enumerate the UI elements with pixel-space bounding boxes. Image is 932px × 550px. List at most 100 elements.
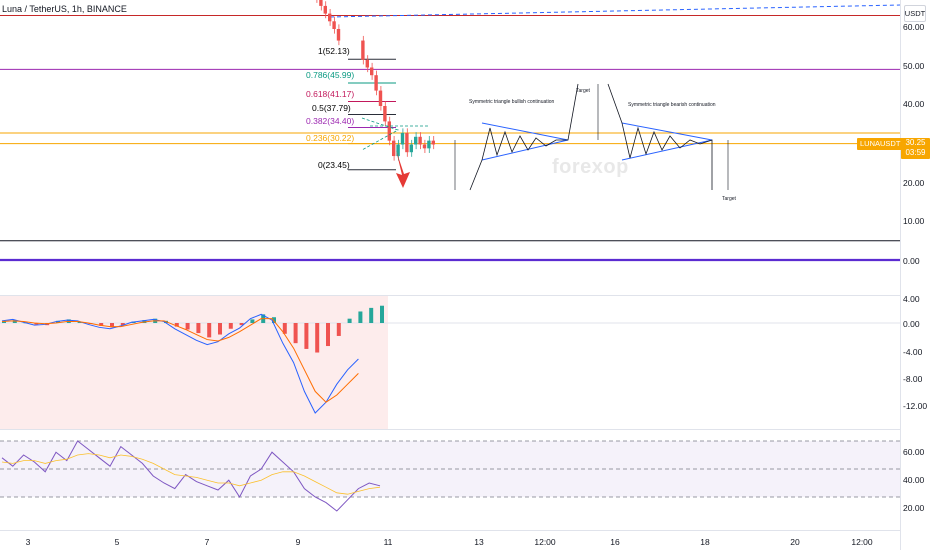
bullish-zigzag xyxy=(469,83,579,191)
candle-body xyxy=(409,144,413,153)
forexop-watermark: forexop xyxy=(552,156,629,178)
macd-histogram-bar xyxy=(185,323,190,330)
macd-histogram-bar xyxy=(34,323,39,325)
candle-body xyxy=(365,59,369,68)
macd-signal-line xyxy=(1,318,359,403)
candle-body xyxy=(336,29,341,41)
time-tick: 12:00 xyxy=(851,537,873,547)
time-tick: 20 xyxy=(790,537,800,547)
time-tick: 7 xyxy=(204,537,210,547)
macd-histogram-bar xyxy=(315,323,320,353)
price-tick: 60.00 xyxy=(903,22,925,32)
macd-histogram-bar xyxy=(250,319,255,323)
candle-body xyxy=(400,132,405,145)
rsi-ma-line xyxy=(1,453,381,495)
macd-histogram-bar xyxy=(304,323,309,349)
ticker-tag[interactable]: LUNAUSDT xyxy=(857,138,904,150)
price-tick: 10.00 xyxy=(903,216,925,226)
fib-label-0: 0(23.45) xyxy=(318,160,350,170)
price-tick: 20.00 xyxy=(903,178,925,188)
macd-histogram-bar xyxy=(56,320,60,323)
macd-histogram-bar xyxy=(228,323,233,329)
macd-tick: 4.00 xyxy=(903,294,920,304)
price-tick: 0.00 xyxy=(903,256,920,266)
macd-histogram-bar xyxy=(336,323,341,336)
macd-tick: -12.00 xyxy=(903,401,928,411)
time-tick: 3 xyxy=(25,537,31,547)
bearish-zigzag xyxy=(607,83,713,190)
rsi-tick: 60.00 xyxy=(903,447,925,457)
macd-histogram-bar xyxy=(326,323,330,347)
price-tick: 50.00 xyxy=(903,61,925,71)
macd-histogram-bar xyxy=(99,323,104,326)
price-axis-panel[interactable] xyxy=(900,0,932,550)
fib-label-0786: 0.786(45.99) xyxy=(306,70,355,80)
fib-label-0618: 0.618(41.17) xyxy=(306,89,355,99)
macd-histogram-bar xyxy=(239,323,244,326)
candle-body xyxy=(370,67,374,76)
price-tick: 40.00 xyxy=(903,99,925,109)
bearish-pattern-title: Symmetric triangle bearish continuation xyxy=(628,102,716,108)
bullish-triangle xyxy=(481,122,569,161)
pane-separator-macd[interactable] xyxy=(0,295,932,296)
time-axis-border xyxy=(0,530,932,531)
time-tick: 18 xyxy=(700,537,710,547)
macd-line xyxy=(1,313,359,414)
bullish-pattern-title: Symmetric triangle bullish continuation xyxy=(469,99,555,105)
candle-body xyxy=(427,140,431,149)
pane-separator-rsi[interactable] xyxy=(0,429,932,430)
macd-histogram-bar xyxy=(380,305,384,323)
macd-histogram-bar xyxy=(272,317,276,323)
last-price-tag[interactable]: 30.25 03:59 xyxy=(901,138,930,159)
price-triangle xyxy=(361,117,399,151)
red-arrow xyxy=(396,150,410,188)
time-tick: 16 xyxy=(610,537,620,547)
candle-body xyxy=(392,140,396,157)
fib-label-1: 1(52.13) xyxy=(318,46,350,56)
fib-label-0236: 0.236(30.22) xyxy=(306,133,355,143)
fib-label-0382: 0.382(34.40) xyxy=(306,116,355,126)
macd-histogram-bar xyxy=(2,321,6,323)
macd-histogram-bar xyxy=(196,323,201,334)
candle-body xyxy=(383,106,387,122)
candle-body xyxy=(361,40,365,60)
time-tick: 12:00 xyxy=(534,537,556,547)
bar-countdown: 03:59 xyxy=(905,148,926,157)
candle-body xyxy=(422,144,427,149)
time-tick: 11 xyxy=(383,537,393,547)
macd-histogram-bar xyxy=(207,323,212,338)
time-tick: 5 xyxy=(114,537,120,547)
macd-histogram-bar xyxy=(174,323,179,327)
macd-tick: -4.00 xyxy=(903,347,923,357)
candle-body xyxy=(396,144,400,157)
macd-histogram-bar xyxy=(218,323,222,335)
macd-histogram-bar xyxy=(358,311,363,323)
target-label-bottom: Target xyxy=(722,196,736,202)
macd-histogram-bar xyxy=(110,323,114,328)
chart-title: Luna / TetherUS, 1h, BINANCE xyxy=(2,4,127,14)
macd-tick: 0.00 xyxy=(903,319,920,329)
macd-histogram-bar xyxy=(369,307,374,323)
candle-body xyxy=(319,0,323,6)
candle-body xyxy=(431,140,435,145)
currency-badge[interactable]: USDT xyxy=(904,5,926,22)
last-price-value: 30.25 xyxy=(905,138,926,147)
candle-body xyxy=(332,21,336,29)
fib-label-05: 0.5(37.79) xyxy=(312,103,351,113)
time-tick: 9 xyxy=(295,537,301,547)
macd-histogram-bar xyxy=(12,320,17,323)
macd-tick: -8.00 xyxy=(903,374,923,384)
macd-background xyxy=(0,296,388,429)
macd-histogram-bar xyxy=(282,323,287,334)
macd-histogram-bar xyxy=(120,323,125,326)
candle-body xyxy=(323,5,327,14)
rsi-tick: 20.00 xyxy=(903,503,925,513)
candle-body xyxy=(328,13,332,22)
candle-body xyxy=(405,132,409,153)
candle-body xyxy=(418,136,422,145)
candle-body xyxy=(374,75,378,91)
target-label-top: Target xyxy=(576,88,590,94)
candle-body xyxy=(387,121,391,141)
